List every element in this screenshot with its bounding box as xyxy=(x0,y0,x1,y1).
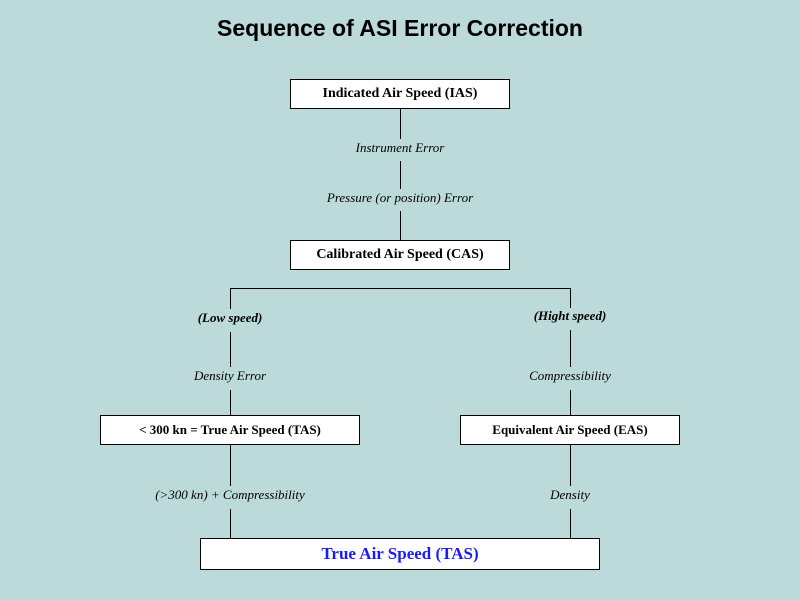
connector-horizontal xyxy=(230,288,570,289)
edge-label-pressure-error: Pressure (or position) Error xyxy=(200,190,600,206)
node-eas: Equivalent Air Speed (EAS) xyxy=(460,415,680,445)
node-tas-final: True Air Speed (TAS) xyxy=(200,538,600,570)
node-tas-low: < 300 kn = True Air Speed (TAS) xyxy=(100,415,360,445)
edge-label-instrument-error: Instrument Error xyxy=(200,140,600,156)
connector-vertical xyxy=(400,109,401,139)
connector-vertical xyxy=(570,288,571,308)
branch-label-high-speed: (Hight speed) xyxy=(370,308,770,324)
node-tas-final-label: True Air Speed (TAS) xyxy=(321,544,478,564)
node-cas-label: Calibrated Air Speed (CAS) xyxy=(316,247,483,263)
connector-vertical xyxy=(230,445,231,486)
node-eas-label: Equivalent Air Speed (EAS) xyxy=(492,422,647,438)
connector-vertical xyxy=(570,509,571,538)
diagram-title: Sequence of ASI Error Correction xyxy=(0,15,800,42)
connector-vertical xyxy=(570,330,571,367)
connector-vertical xyxy=(570,445,571,486)
node-cas: Calibrated Air Speed (CAS) xyxy=(290,240,510,270)
connector-vertical xyxy=(230,288,231,309)
node-ias-label: Indicated Air Speed (IAS) xyxy=(323,86,478,102)
connector-vertical xyxy=(230,332,231,367)
connector-vertical xyxy=(400,211,401,240)
node-tas-low-label: < 300 kn = True Air Speed (TAS) xyxy=(139,422,321,438)
connector-vertical xyxy=(230,509,231,538)
node-ias: Indicated Air Speed (IAS) xyxy=(290,79,510,109)
diagram-root: Sequence of ASI Error Correction Indicat… xyxy=(0,0,800,600)
connector-vertical xyxy=(400,161,401,189)
edge-label-density: Density xyxy=(370,487,770,503)
edge-label-compressibility: Compressibility xyxy=(370,368,770,384)
connector-vertical xyxy=(230,390,231,415)
connector-vertical xyxy=(570,390,571,415)
